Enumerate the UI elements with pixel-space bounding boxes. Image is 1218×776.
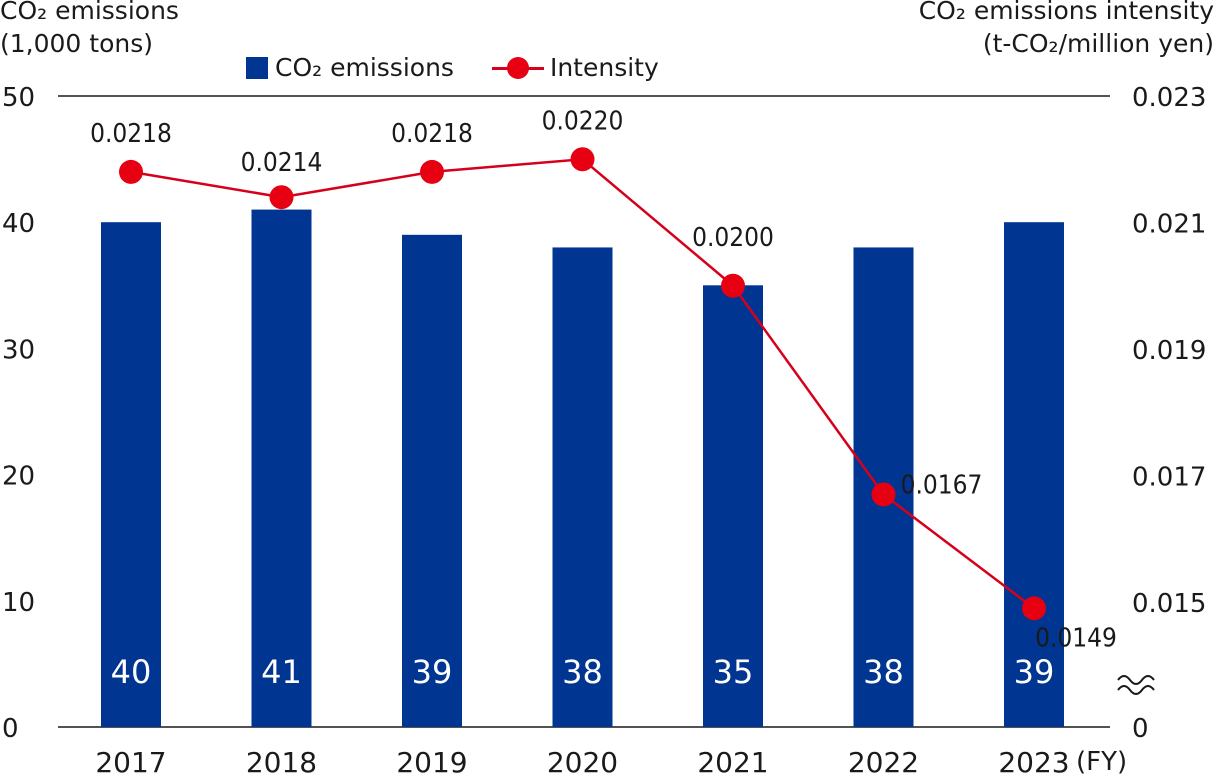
left-tick-label: 10 bbox=[2, 588, 35, 618]
axis-break-mark bbox=[1117, 675, 1155, 685]
intensity-point bbox=[269, 185, 294, 210]
intensity-value-label: 0.0218 bbox=[391, 119, 473, 149]
left-axis-title-line2: (1,000 tons) bbox=[0, 29, 153, 58]
bar bbox=[402, 234, 462, 727]
bar-value-label: 39 bbox=[1014, 653, 1055, 691]
intensity-value-label: 0.0200 bbox=[692, 223, 774, 253]
right-axis-title: CO₂ emissions intensity (t-CO₂/million y… bbox=[919, 0, 1214, 60]
right-tick-label: 0.015 bbox=[1132, 589, 1206, 619]
axis-break-mark bbox=[1117, 685, 1155, 695]
intensity-value-label: 0.0218 bbox=[90, 119, 172, 149]
intensity-value-label: 0.0220 bbox=[542, 106, 624, 136]
intensity-point bbox=[570, 147, 595, 172]
intensity-point bbox=[871, 482, 896, 507]
legend-item-intensity: Intensity bbox=[491, 53, 659, 82]
legend-bar-swatch bbox=[246, 56, 268, 79]
left-axis-title: CO₂ emissions (1,000 tons) bbox=[0, 0, 179, 60]
bar-value-label: 40 bbox=[111, 653, 152, 691]
left-tick-label: 40 bbox=[2, 209, 35, 239]
right-axis-title-line2: (t-CO₂/million yen) bbox=[982, 29, 1214, 58]
intensity-point bbox=[119, 159, 143, 184]
right-axis-title-line1: CO₂ emissions intensity bbox=[918, 0, 1214, 25]
intensity-value-label: 0.0149 bbox=[1035, 623, 1117, 653]
right-tick-label: 0.019 bbox=[1132, 336, 1206, 366]
bar-value-label: 41 bbox=[261, 653, 302, 691]
legend: CO₂ emissions Intensity bbox=[246, 53, 697, 82]
left-tick-label: 30 bbox=[2, 335, 35, 365]
x-tick-label: 2017 bbox=[95, 746, 166, 776]
intensity-point bbox=[1022, 596, 1046, 621]
bar bbox=[251, 209, 312, 727]
right-tick-label: 0 bbox=[1132, 714, 1149, 744]
legend-label-intensity: Intensity bbox=[549, 53, 659, 82]
bar-value-label: 38 bbox=[863, 653, 904, 691]
bar bbox=[1004, 222, 1064, 727]
x-tick-label: 2020 bbox=[547, 746, 618, 776]
x-unit-label: (FY) bbox=[1076, 747, 1127, 776]
x-tick-label: 2018 bbox=[246, 746, 317, 776]
bar bbox=[552, 247, 613, 727]
right-tick-label: 0.017 bbox=[1132, 463, 1206, 493]
x-tick-label: 2019 bbox=[396, 746, 467, 776]
legend-label-emissions: CO₂ emissions bbox=[275, 53, 454, 82]
left-tick-label: 50 bbox=[2, 83, 35, 113]
bar-value-label: 35 bbox=[713, 653, 754, 691]
bar bbox=[101, 222, 161, 727]
x-tick-label: 2023 bbox=[998, 746, 1069, 776]
right-tick-label: 0.023 bbox=[1132, 83, 1206, 113]
legend-line-swatch bbox=[491, 56, 544, 79]
bar-value-label: 38 bbox=[562, 653, 603, 691]
x-tick-label: 2022 bbox=[848, 746, 919, 776]
intensity-point bbox=[721, 273, 745, 298]
bar-value-label: 39 bbox=[412, 653, 453, 691]
bar bbox=[703, 285, 763, 727]
intensity-value-label: 0.0167 bbox=[901, 470, 983, 500]
left-axis-title-line1: CO₂ emissions bbox=[0, 0, 179, 25]
left-tick-label: 0 bbox=[2, 714, 19, 744]
x-tick-label: 2021 bbox=[697, 746, 768, 776]
right-tick-label: 0.021 bbox=[1132, 210, 1206, 240]
left-tick-label: 20 bbox=[2, 462, 35, 492]
intensity-point bbox=[420, 159, 444, 184]
legend-item-emissions: CO₂ emissions bbox=[246, 53, 454, 82]
intensity-value-label: 0.0214 bbox=[241, 148, 323, 178]
